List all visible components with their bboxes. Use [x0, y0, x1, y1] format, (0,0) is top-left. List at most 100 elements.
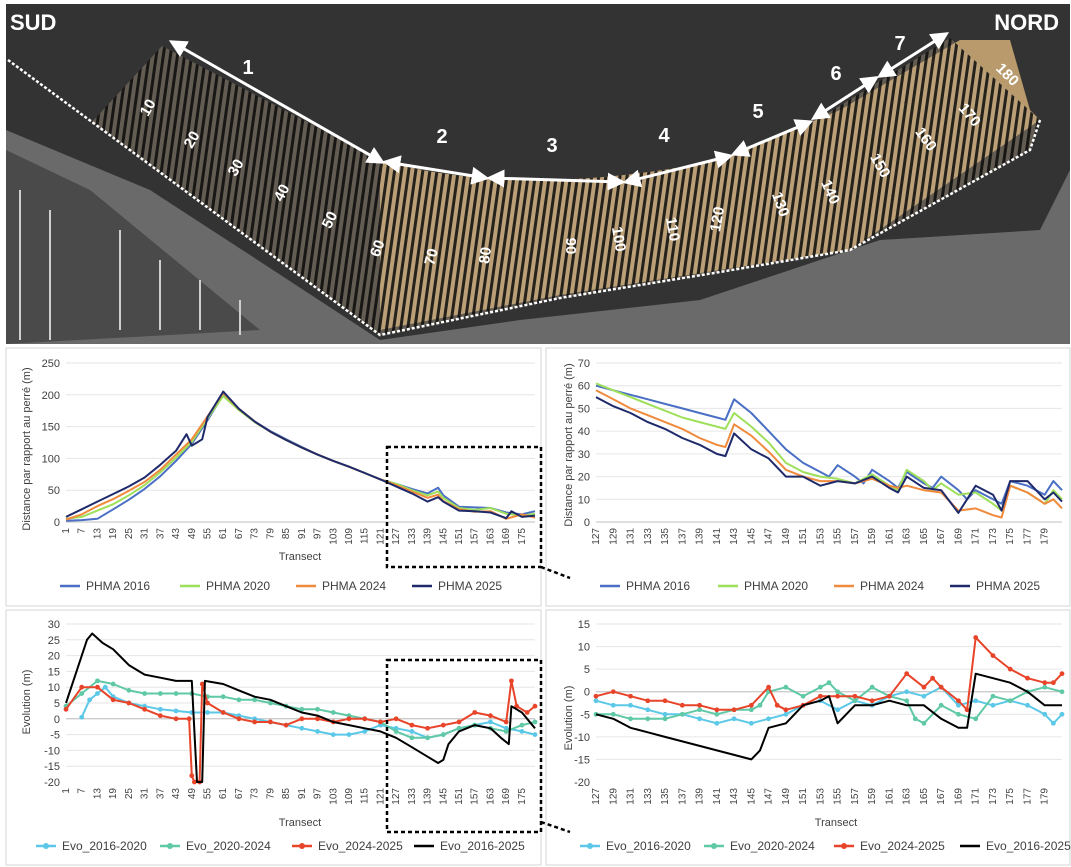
x-tick-label: 169	[501, 788, 512, 805]
series-line-evo-2016-2025	[595, 672, 1062, 761]
x-tick-label: 143	[729, 788, 740, 805]
x-tick-label: 153	[815, 528, 826, 545]
data-point	[766, 684, 771, 690]
segment-label-6: 6	[830, 63, 841, 85]
data-point	[990, 702, 996, 708]
y-axis-label: Distance par rapport au perré (m)	[21, 367, 33, 530]
x-tick-label: 31	[140, 788, 151, 800]
frame-evolution-full	[5, 609, 542, 866]
data-point	[409, 722, 415, 728]
data-point	[887, 693, 892, 699]
data-point	[679, 711, 685, 717]
data-point	[662, 716, 668, 722]
y-tick-label: 100	[42, 453, 60, 465]
label-south: SUD	[10, 10, 56, 35]
x-tick-label: 79	[265, 528, 276, 540]
x-tick-label: 103	[328, 788, 339, 805]
data-point	[990, 693, 996, 699]
x-tick-label: 127	[591, 788, 602, 805]
y-tick-label: 50	[578, 403, 590, 415]
data-point	[425, 735, 430, 741]
data-point	[697, 702, 702, 708]
x-tick-label: 145	[438, 528, 449, 545]
x-tick-label: 129	[608, 788, 619, 805]
x-tick-label: 13	[92, 528, 103, 540]
legend-label: PHMA 2024	[322, 579, 386, 593]
data-point	[662, 711, 668, 717]
transect-labels: 10 20 30 40 50 60 70 80 90 100 110 120 1…	[137, 60, 1022, 267]
legend-label: PHMA 2025	[438, 579, 502, 593]
data-point	[921, 720, 927, 726]
data-point	[679, 702, 685, 708]
x-axis-label: Transect	[815, 817, 857, 829]
legend-label: PHMA 2020	[744, 579, 808, 593]
y-tick-label: -20	[574, 777, 590, 789]
data-point	[817, 684, 823, 690]
arrow-segment-3	[486, 169, 626, 191]
data-point	[697, 707, 702, 713]
x-tick-label: 165	[919, 788, 930, 805]
data-point	[110, 681, 116, 687]
x-tick-label: 1	[61, 528, 72, 534]
data-point	[157, 713, 163, 719]
y-tick-label: 150	[42, 422, 60, 434]
x-tick-label: 37	[155, 528, 166, 540]
y-tick-label: 0	[584, 687, 590, 699]
series-line-phma-2016	[595, 384, 1063, 505]
data-point	[532, 719, 538, 725]
plot-area	[593, 635, 1065, 761]
legend-label: PHMA 2025	[976, 579, 1040, 593]
arrow-segment-7	[876, 32, 950, 78]
legend-marker	[299, 843, 305, 849]
arrow-segment-5	[730, 119, 814, 157]
series-line-evo-2024-2025	[595, 636, 1063, 711]
x-tick-label: 103	[328, 528, 339, 545]
segment-label-5: 5	[752, 101, 763, 123]
legend-label: PHMA 2016	[86, 579, 150, 593]
x-tick-label: 157	[470, 528, 481, 545]
data-point	[95, 678, 100, 684]
x-tick-label: 139	[695, 788, 706, 805]
x-tick-label: 135	[660, 528, 671, 545]
legend-marker	[711, 843, 717, 849]
x-tick-label: 151	[454, 788, 465, 805]
y-tick-label: 50	[48, 485, 60, 497]
plot-area	[63, 632, 538, 785]
legend: PHMA 2016 PHMA 2020 PHMA 2024 PHMA 2025	[600, 579, 1040, 593]
data-point	[472, 710, 478, 715]
data-point	[157, 691, 163, 696]
x-tick-label: 91	[297, 788, 308, 800]
segment-arrows	[168, 32, 950, 191]
y-tick-label: 250	[42, 358, 60, 370]
x-tick-label: 177	[1022, 788, 1033, 805]
data-point	[956, 702, 961, 708]
y-tick-labels: -20 -15 -10 -5 0 5 10 15	[574, 619, 590, 789]
data-point	[869, 698, 875, 704]
data-point	[315, 729, 320, 734]
data-point	[731, 716, 737, 722]
series-line-phma-2025	[65, 390, 536, 520]
x-axis-label: Transect	[279, 817, 321, 829]
data-point	[330, 732, 336, 737]
transect-label-70: 70	[421, 247, 442, 267]
data-point	[973, 635, 979, 640]
data-point	[409, 729, 415, 734]
series-line-evo-2016-2025	[65, 632, 536, 783]
x-tick-label: 19	[108, 528, 119, 540]
legend-label: Evo_2016-2025	[440, 839, 525, 853]
x-tick-label: 127	[591, 528, 602, 545]
data-point	[1007, 666, 1013, 672]
data-point	[409, 735, 415, 741]
series-line-evo-2016-2020	[80, 686, 536, 739]
data-point	[532, 703, 538, 709]
data-point	[835, 707, 841, 713]
x-tick-label: 171	[971, 788, 982, 805]
x-tick-label: 171	[971, 528, 982, 545]
data-point	[440, 722, 446, 728]
x-tick-label: 179	[1040, 788, 1051, 805]
x-tick-label: 137	[677, 788, 688, 805]
data-point	[79, 684, 85, 690]
x-tick-label: 179	[1040, 528, 1051, 545]
legend-label: Evo_2024-2025	[318, 839, 403, 853]
